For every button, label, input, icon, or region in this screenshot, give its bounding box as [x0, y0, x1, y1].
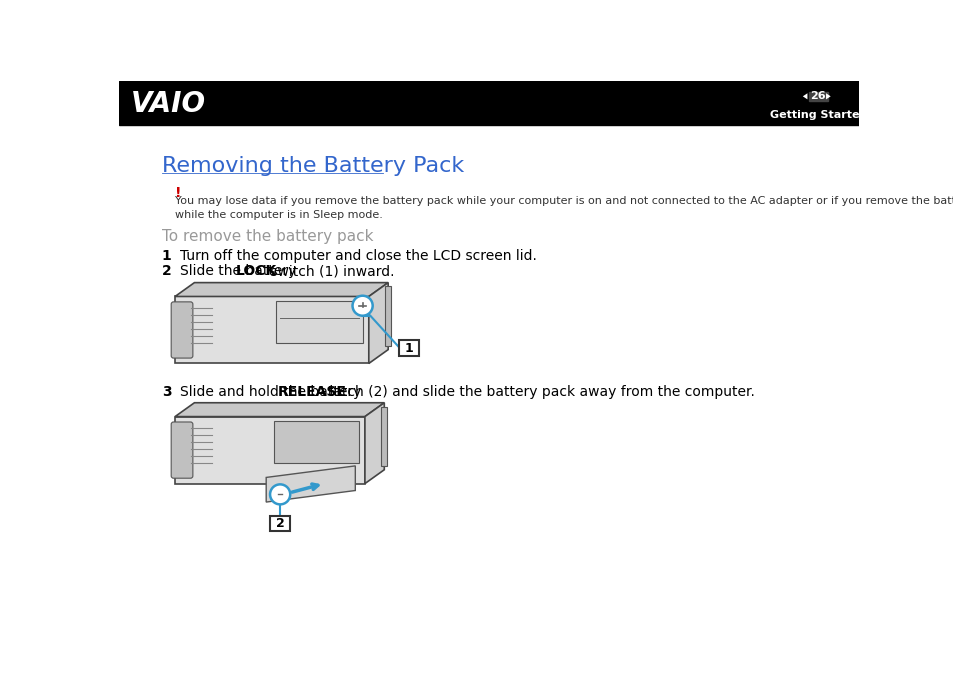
Text: You may lose data if you remove the battery pack while your computer is on and n: You may lose data if you remove the batt…	[174, 195, 953, 220]
Circle shape	[353, 296, 373, 315]
FancyBboxPatch shape	[270, 516, 290, 531]
Polygon shape	[174, 403, 384, 417]
Polygon shape	[365, 403, 384, 483]
Text: To remove the battery pack: To remove the battery pack	[162, 228, 373, 244]
Polygon shape	[174, 417, 365, 483]
Polygon shape	[174, 282, 388, 297]
Text: 1: 1	[404, 342, 413, 355]
Polygon shape	[802, 93, 806, 99]
Text: !: !	[174, 185, 181, 200]
Text: Removing the Battery Pack: Removing the Battery Pack	[162, 156, 464, 175]
Circle shape	[270, 485, 290, 504]
FancyBboxPatch shape	[398, 340, 418, 356]
Text: Getting Started: Getting Started	[769, 111, 866, 120]
Text: Slide the battery: Slide the battery	[179, 264, 300, 278]
FancyBboxPatch shape	[171, 302, 193, 358]
Text: 1: 1	[162, 249, 172, 263]
Text: 2: 2	[162, 264, 172, 278]
Polygon shape	[266, 466, 355, 502]
Text: 3: 3	[162, 385, 172, 399]
Text: Slide and hold the battery: Slide and hold the battery	[179, 385, 365, 399]
Bar	[274, 421, 359, 463]
Text: VAIO: VAIO	[131, 90, 206, 118]
Bar	[275, 301, 362, 343]
Text: 26: 26	[810, 91, 825, 101]
Text: LOCK: LOCK	[235, 264, 276, 278]
FancyBboxPatch shape	[171, 422, 193, 478]
Text: Turn off the computer and close the LCD screen lid.: Turn off the computer and close the LCD …	[179, 249, 536, 263]
Text: RELEASE: RELEASE	[277, 385, 346, 399]
Bar	[381, 406, 387, 466]
Text: switch (1) inward.: switch (1) inward.	[266, 264, 395, 278]
Bar	[808, 92, 827, 101]
Polygon shape	[369, 282, 388, 363]
Bar	[119, 81, 858, 125]
Polygon shape	[174, 297, 369, 363]
Text: latch (2) and slide the battery pack away from the computer.: latch (2) and slide the battery pack awa…	[325, 385, 755, 399]
Bar	[385, 286, 391, 346]
Polygon shape	[825, 93, 830, 99]
Text: 2: 2	[275, 517, 284, 530]
